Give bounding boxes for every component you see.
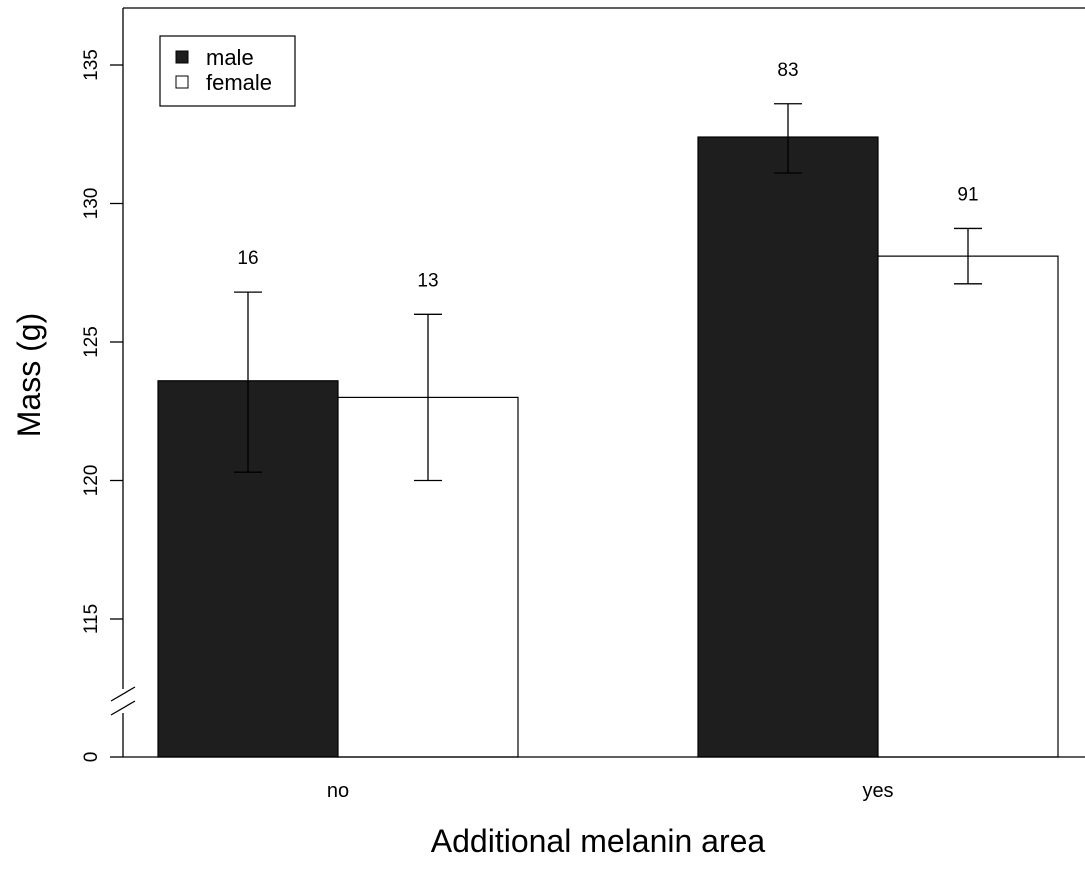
error-bars-group (234, 103, 982, 482)
x-tick-label-no: no (327, 780, 349, 802)
bar-female-yes (877, 255, 1059, 758)
legend-label-male: male (206, 45, 254, 70)
count-labels-group: 16 13 83 91 (237, 60, 978, 292)
legend-swatch-male (175, 50, 189, 64)
x-tick-label-yes: yes (862, 780, 893, 802)
y-axis-title: Mass (g) (11, 313, 47, 437)
y-tick-label-120: 120 (81, 465, 102, 497)
y-tick-label-135: 135 (81, 49, 102, 81)
x-axis-group: no yes (327, 780, 894, 802)
plot-frame-group (110, 7, 1085, 758)
y-tick-label-125: 125 (81, 326, 102, 358)
legend: male female (159, 35, 296, 107)
y-tick-label-130: 130 (81, 188, 102, 220)
y-axis-group: 0 115 120 125 130 135 (81, 49, 123, 762)
count-label-female-yes: 91 (957, 184, 978, 205)
bars-group (157, 136, 1059, 758)
legend-label-female: female (206, 70, 272, 95)
x-axis-title: Additional melanin area (431, 823, 766, 859)
bar-male-yes (697, 136, 879, 758)
y-tick-label-115: 115 (81, 604, 102, 634)
axis-break-mark-1 (110, 686, 136, 702)
legend-swatch-female (175, 75, 189, 89)
legend-box (159, 35, 296, 107)
count-label-female-no: 13 (417, 270, 438, 291)
axis-break-mark-2 (110, 700, 136, 716)
count-label-male-no: 16 (237, 248, 258, 269)
y-tick-label-0: 0 (81, 752, 102, 763)
count-label-male-yes: 83 (777, 60, 798, 81)
